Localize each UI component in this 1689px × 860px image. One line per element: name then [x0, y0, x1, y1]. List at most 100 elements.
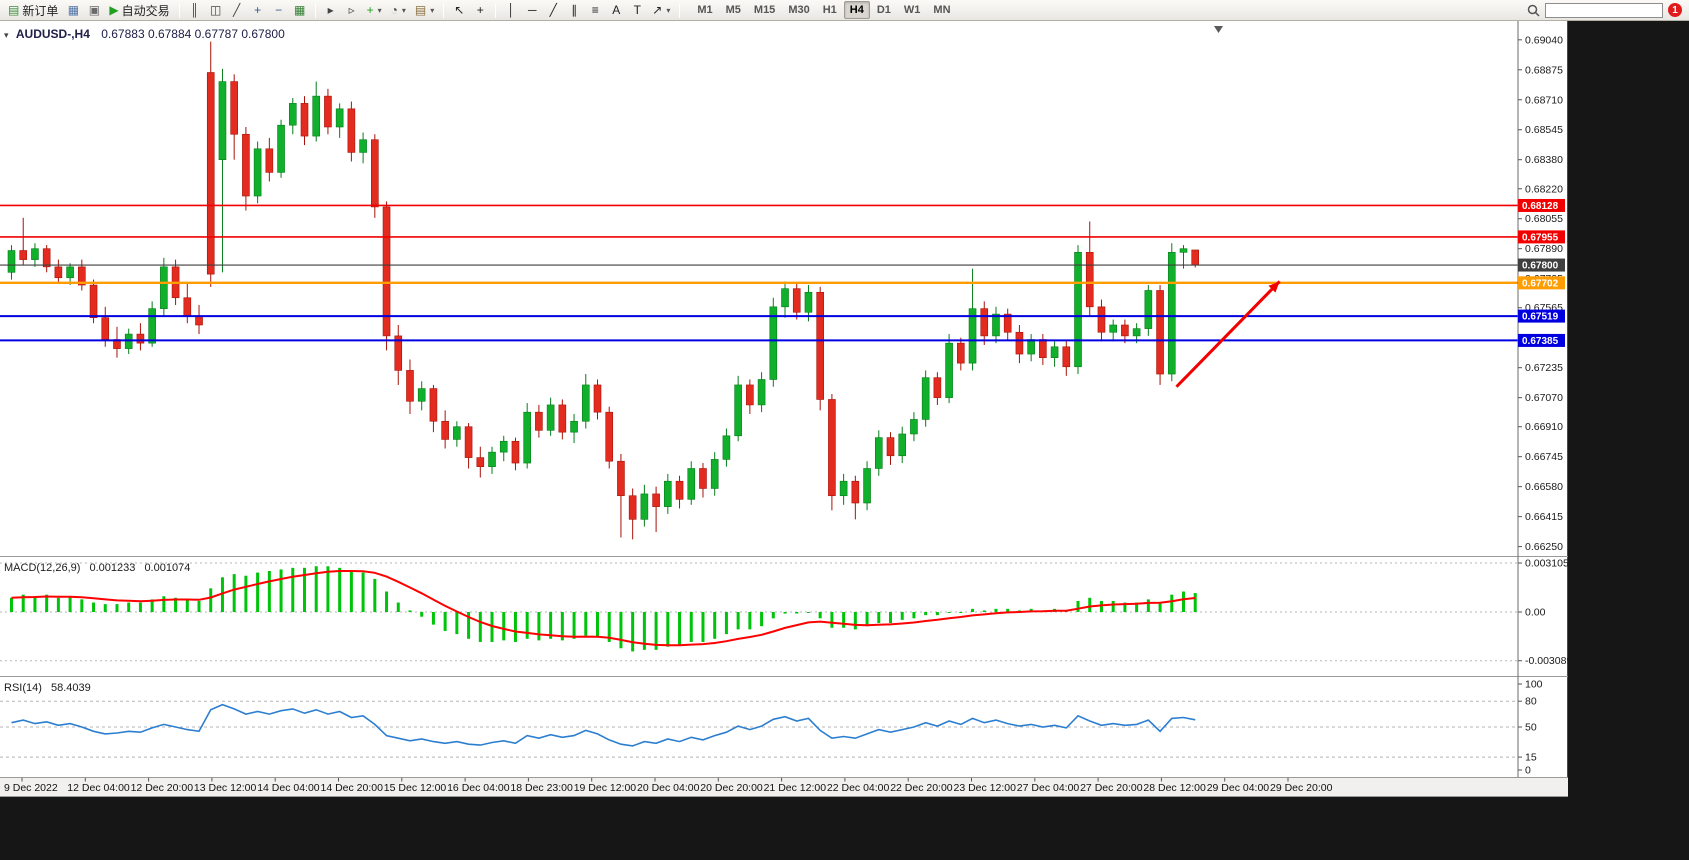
timeframe-w1-button[interactable]: W1 — [898, 1, 927, 19]
text-button[interactable]: A — [606, 1, 626, 19]
svg-text:0.67519: 0.67519 — [1522, 312, 1559, 323]
svg-text:9 Dec 2022: 9 Dec 2022 — [4, 782, 58, 794]
svg-text:50: 50 — [1525, 722, 1537, 734]
svg-text:22 Dec 20:00: 22 Dec 20:00 — [890, 782, 953, 794]
charts-window-icon: ▦ — [67, 3, 80, 17]
chart-header: ▾ AUDUSD-,H4 0.67883 0.67884 0.67787 0.6… — [4, 27, 285, 41]
periods-icon: ◔ — [390, 3, 398, 17]
label-button[interactable]: T — [627, 1, 647, 19]
periods-button[interactable]: ◔ ▾ — [387, 1, 410, 19]
svg-text:13 Dec 12:00: 13 Dec 12:00 — [194, 782, 257, 794]
main-toolbar: ▤ 新订单 ▦ ▣ ▶ 自动交易 ║ ◫ ╱ + − ▦ ▸ ▹ + ▾ ◔ ▾ ▤ ▾ ↖ + │ ─ ╱ ∥ ≡ A T ↗ ▾ M1 M… — [0, 0, 1689, 21]
price-badge-0.68128: 0.68128 — [1518, 198, 1565, 212]
svg-text:80: 80 — [1525, 696, 1537, 708]
vertical-line-button[interactable]: │ — [501, 1, 521, 19]
timeframe-m15-button[interactable]: M15 — [748, 1, 781, 19]
search-input[interactable] — [1545, 2, 1663, 18]
rsi-line — [11, 703, 1196, 747]
timeframe-m30-button[interactable]: M30 — [782, 1, 815, 19]
notification-badge[interactable]: 1 — [1668, 3, 1682, 17]
new-order-icon: ▤ — [8, 3, 20, 17]
rsi-indicator-name: RSI(14) — [4, 682, 42, 694]
price-badge-0.67702: 0.67702 — [1518, 276, 1565, 290]
svg-text:20 Dec 20:00: 20 Dec 20:00 — [700, 782, 763, 794]
timeframe-m5-button[interactable]: M5 — [720, 1, 747, 19]
dropdown-arrow-icon: ▾ — [377, 5, 382, 15]
line-chart-type-icon: ╱ — [232, 3, 241, 17]
auto-scroll-icon: ▸ — [327, 3, 334, 17]
horizontal-line-button[interactable]: ─ — [522, 1, 542, 19]
arrow-tools-icon: ↗ — [652, 3, 663, 17]
zoom-in-icon: + — [254, 3, 262, 17]
channel-icon: ∥ — [571, 3, 578, 17]
charts-window-button[interactable]: ▦ — [63, 1, 83, 19]
timeframe-h1-button[interactable]: H1 — [817, 1, 843, 19]
auto-trading-button[interactable]: ▶ 自动交易 — [105, 1, 173, 19]
svg-text:23 Dec 12:00: 23 Dec 12:00 — [954, 782, 1017, 794]
time-axis[interactable]: 9 Dec 2022 12 Dec 04:00 12 Dec 20:00 13 Dec… — [0, 778, 1568, 797]
svg-text:0.66415: 0.66415 — [1525, 511, 1563, 523]
svg-text:15 Dec 12:00: 15 Dec 12:00 — [384, 782, 447, 794]
new-order-button-label: 新订单 — [22, 3, 59, 18]
line-chart-type-button[interactable]: ╱ — [227, 1, 247, 19]
svg-text:0.68128: 0.68128 — [1522, 201, 1559, 212]
svg-text:0.67070: 0.67070 — [1525, 392, 1563, 404]
price-axis[interactable]: 0.69040 0.68875 0.68710 0.68545 0.68380 0.682… — [1517, 21, 1568, 777]
bar-chart-type-button[interactable]: ║ — [185, 1, 205, 19]
svg-text:15: 15 — [1525, 752, 1537, 764]
cursor-icon: ↖ — [454, 3, 465, 17]
cand​lestick-type-button[interactable]: ◫ — [206, 1, 226, 19]
tile-windows-button[interactable]: ▦ — [290, 1, 310, 19]
chart-window: 0.69040 0.68875 0.68710 0.68545 0.68380 0.682… — [0, 21, 1568, 797]
svg-text:0.68710: 0.68710 — [1525, 94, 1563, 106]
arrow-tools-button[interactable]: ↗ ▾ — [648, 1, 674, 19]
timeframe-m1-button[interactable]: M1 — [691, 1, 718, 19]
svg-text:0.66580: 0.66580 — [1525, 481, 1563, 493]
one-click-trading-arrow-icon[interactable]: ▾ — [4, 30, 9, 40]
svg-text:0.67702: 0.67702 — [1522, 278, 1559, 289]
label-icon: T — [633, 3, 641, 17]
zoom-out-button[interactable]: − — [269, 1, 289, 19]
zoom-in-button[interactable]: + — [248, 1, 268, 19]
timeframe-h4-button[interactable]: H4 — [843, 1, 870, 19]
search-icon — [1527, 4, 1540, 17]
auto-scroll-button[interactable]: ▸ — [321, 1, 341, 19]
toolbar-separator — [443, 2, 445, 18]
fibonacci-button[interactable]: ≡ — [585, 1, 605, 19]
chart-canvas[interactable]: 0.69040 0.68875 0.68710 0.68545 0.68380 0.682… — [0, 21, 1568, 797]
templates-button[interactable]: ▤ ▾ — [411, 1, 438, 19]
toolbar-buttons-group: ▤ 新订单 ▦ ▣ ▶ 自动交易 ║ ◫ ╱ + − ▦ ▸ ▹ + ▾ ◔ ▾ ▤ ▾ ↖ + │ ─ ╱ ∥ ≡ A T ↗ ▾ — [4, 1, 684, 19]
market-profile-button[interactable]: ▣ — [84, 1, 104, 19]
fibonacci-icon: ≡ — [591, 3, 599, 17]
svg-text:0.66745: 0.66745 — [1525, 451, 1563, 463]
vertical-line-icon: │ — [507, 3, 516, 17]
trendline-button[interactable]: ╱ — [543, 1, 563, 19]
toolbar-search-area: 1 — [1527, 2, 1685, 18]
svg-text:0.67235: 0.67235 — [1525, 362, 1563, 374]
crosshair-button[interactable]: + — [470, 1, 490, 19]
price-badge-0.67800: 0.67800 — [1518, 258, 1565, 272]
svg-text:27 Dec 20:00: 27 Dec 20:00 — [1080, 782, 1143, 794]
timeframe-mn-button[interactable]: MN — [927, 1, 956, 19]
chart-shift-button[interactable]: ▹ — [342, 1, 362, 19]
trend-arrow-annotation[interactable] — [1175, 280, 1281, 388]
rsi-label-row: RSI(14) 58.4039 — [4, 682, 97, 694]
channel-button[interactable]: ∥ — [564, 1, 584, 19]
workspace-background-right — [1569, 21, 1689, 860]
templates-icon: ▤ — [414, 3, 427, 17]
price-badge-0.67385: 0.67385 — [1518, 333, 1565, 347]
dropdown-arrow-icon: ▾ — [401, 5, 406, 15]
new-chart-button[interactable]: + ▾ — [363, 1, 386, 19]
timeframe-d1-button[interactable]: D1 — [871, 1, 897, 19]
svg-text:0: 0 — [1525, 765, 1531, 777]
timeframe-group: M1 M5 M15 M30 H1 H4 D1 W1 MN — [691, 1, 956, 19]
new-order-button[interactable]: ▤ 新订单 — [4, 1, 62, 19]
cursor-button[interactable]: ↖ — [449, 1, 469, 19]
svg-text:12 Dec 04:00: 12 Dec 04:00 — [67, 782, 130, 794]
svg-text:14 Dec 04:00: 14 Dec 04:00 — [257, 782, 320, 794]
svg-text:0.68220: 0.68220 — [1525, 183, 1563, 195]
zoom-out-icon: − — [275, 3, 283, 17]
macd-signal-line — [11, 570, 1196, 647]
svg-text:0.67890: 0.67890 — [1525, 243, 1563, 255]
